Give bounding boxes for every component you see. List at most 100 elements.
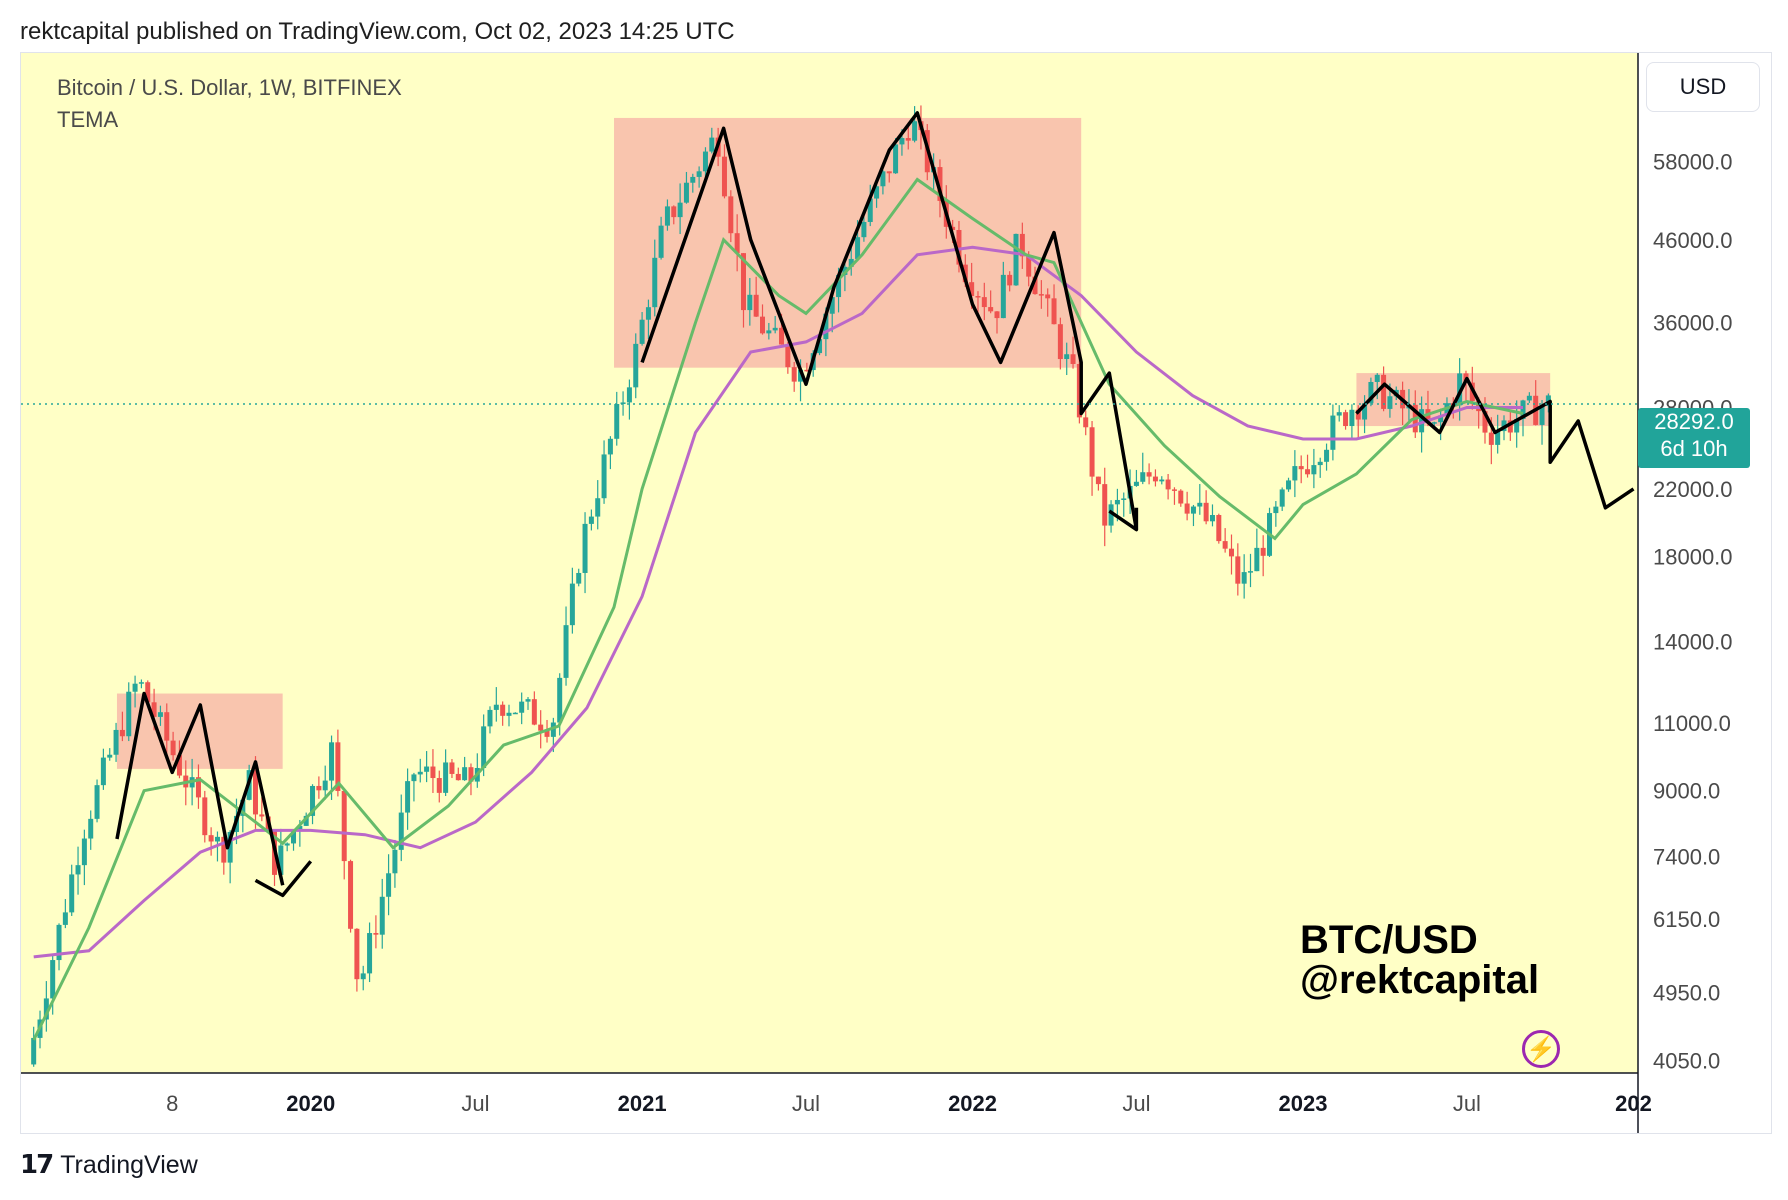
candle-body xyxy=(1482,411,1488,433)
indicator-legend[interactable]: TEMA xyxy=(57,107,119,132)
candle-body xyxy=(823,313,829,340)
candle-body xyxy=(1279,489,1285,507)
time-tick-label: Jul xyxy=(1453,1091,1481,1116)
candle-body xyxy=(1235,556,1241,584)
candle-body xyxy=(322,780,328,791)
drawn-pattern-line xyxy=(640,111,1139,530)
candle-body xyxy=(214,836,220,842)
candle-body xyxy=(113,729,119,755)
candle-body xyxy=(988,307,994,312)
candle-body xyxy=(829,297,835,314)
candle-body xyxy=(151,702,157,717)
tema-slow-line xyxy=(33,245,1523,959)
candle-body xyxy=(1121,498,1127,500)
tema-fast-line xyxy=(32,177,1524,1041)
watermark-line2: @rektcapital xyxy=(1300,958,1540,1002)
time-tick-label: 2021 xyxy=(618,1091,667,1116)
candle-body xyxy=(1197,502,1203,507)
candle-body xyxy=(481,726,487,768)
candle-body xyxy=(1298,466,1304,470)
candle-body xyxy=(1374,374,1380,382)
candle-body xyxy=(1045,294,1051,299)
candle-body xyxy=(69,874,75,913)
last-price-badge: 28292.0 6d 10h xyxy=(1638,408,1750,468)
candle-body xyxy=(1089,427,1095,477)
candle-body xyxy=(386,873,392,897)
lightning-bolt-icon[interactable]: ⚡ xyxy=(1522,1030,1560,1068)
chart-frame[interactable]: 70000.058000.046000.036000.028000.022000… xyxy=(20,52,1772,1134)
candle-body xyxy=(1514,418,1520,433)
drawn-pattern-line xyxy=(115,691,285,886)
candle-body xyxy=(747,294,753,311)
candle-body xyxy=(164,712,170,741)
candle-body xyxy=(620,402,626,405)
candle-body xyxy=(1247,571,1253,573)
candle-body xyxy=(1228,548,1234,557)
price-tick-label: 4950.0 xyxy=(1653,981,1720,1006)
candle-body xyxy=(1146,472,1152,477)
candle-body xyxy=(1241,572,1247,584)
candle-body xyxy=(772,327,778,331)
candle-body xyxy=(138,682,144,684)
candle-body xyxy=(1108,504,1114,526)
candle-body xyxy=(855,237,861,259)
candle-body xyxy=(1438,415,1444,423)
candle-body xyxy=(221,836,227,863)
symbol-legend[interactable]: Bitcoin / U.S. Dollar, 1W, BITFINEX xyxy=(57,75,402,100)
candle-body xyxy=(1311,465,1317,475)
candle-body xyxy=(658,225,664,258)
candle-body xyxy=(405,781,411,813)
candle-body xyxy=(734,233,740,254)
candle-body xyxy=(994,311,1000,319)
candle-body xyxy=(1178,490,1184,504)
candle-body xyxy=(1026,256,1032,277)
candle-body xyxy=(1286,480,1292,490)
time-tick-label: 2020 xyxy=(286,1091,335,1116)
candle-body xyxy=(753,294,759,317)
tradingview-logo[interactable]: 17 TradingView xyxy=(20,1150,198,1180)
drawn-pattern-line xyxy=(1108,507,1139,532)
candle-body xyxy=(341,790,347,862)
candle-body xyxy=(1038,294,1044,296)
candle-body xyxy=(354,928,360,980)
candle-body xyxy=(1431,422,1437,424)
candle-body xyxy=(81,838,87,866)
candle-body xyxy=(107,754,113,758)
candle-body xyxy=(791,367,797,382)
currency-button[interactable]: USD xyxy=(1646,62,1760,112)
candle-body xyxy=(557,677,563,723)
candle-body xyxy=(176,755,182,776)
time-tick-label: 2022 xyxy=(948,1091,997,1116)
candle-body xyxy=(487,709,493,727)
tradingview-logo-text: TradingView xyxy=(60,1150,198,1179)
candle-body xyxy=(367,933,373,974)
candle-body xyxy=(512,712,518,715)
candle-body xyxy=(278,845,284,875)
time-tick-label: 202 xyxy=(1615,1091,1652,1116)
watermark-line1: BTC/USD xyxy=(1300,918,1478,962)
price-tick-label: 36000.0 xyxy=(1653,311,1733,336)
candle-body xyxy=(874,186,880,199)
price-tick-label: 18000.0 xyxy=(1653,545,1733,570)
candle-body xyxy=(1336,412,1342,416)
candle-body xyxy=(817,339,823,354)
candle-body xyxy=(126,691,132,737)
candle-body xyxy=(88,818,94,839)
candle-body xyxy=(335,742,341,791)
candle-body xyxy=(1330,415,1336,450)
candle-body xyxy=(861,221,867,238)
candle-body xyxy=(1032,276,1038,295)
candle-body xyxy=(398,812,404,850)
price-chart[interactable]: 70000.058000.046000.036000.028000.022000… xyxy=(21,53,1771,1133)
candle-body xyxy=(1273,506,1279,514)
candle-body xyxy=(531,699,537,725)
candle-body xyxy=(1095,476,1101,485)
candle-body xyxy=(157,712,163,717)
publisher-header: rektcapital published on TradingView.com… xyxy=(20,18,735,45)
candle-body xyxy=(1419,409,1425,433)
candle-body xyxy=(291,830,297,844)
candle-body xyxy=(569,583,575,626)
candle-body xyxy=(348,861,354,929)
candle-body xyxy=(525,699,531,702)
candle-body xyxy=(588,516,594,524)
